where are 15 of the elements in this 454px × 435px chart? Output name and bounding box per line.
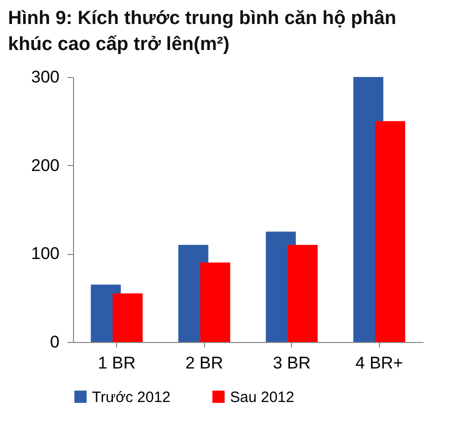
x-tick-label: 3 BR [272,354,311,372]
legend-label: Trước 2012 [92,388,171,406]
bar [200,262,230,342]
bar [288,244,318,342]
y-tick-label: 100 [31,244,60,264]
x-tick-label: 2 BR [185,354,224,372]
y-tick-label: 0 [50,332,60,352]
x-tick-label: 1 BR [98,354,136,372]
bar [375,121,406,342]
chart-title: Hình 9: Kích thước trung bình căn hộ phân khúc cao cấp trở lên(m²) [7,7,398,57]
legend-label: Sau 2012 [230,388,294,406]
y-tick-label: 300 [31,68,60,86]
y-tick-label: 200 [31,156,60,175]
bar [112,293,143,342]
x-tick-label: 4 BR+ [355,354,404,372]
